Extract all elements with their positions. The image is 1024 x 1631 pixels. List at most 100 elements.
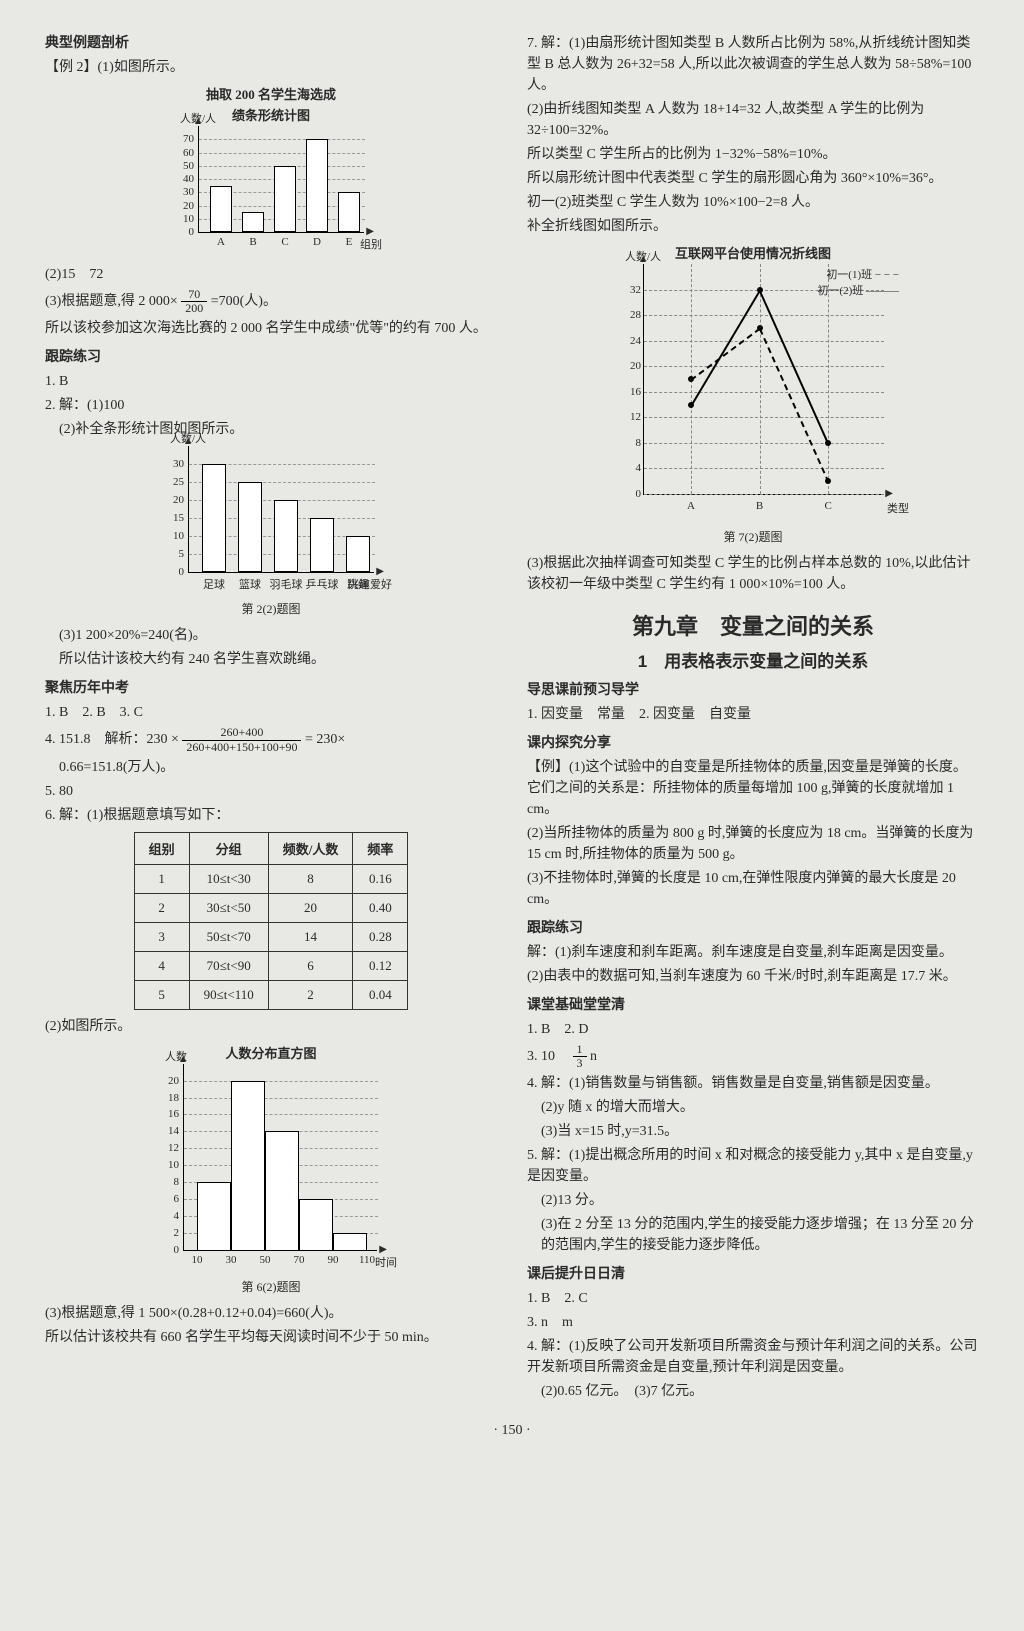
exam-123: 1. B 2. B 3. C xyxy=(45,702,497,723)
page-number: · 150 · xyxy=(45,1423,979,1439)
explore-3: (3)不挂物体时,弹簧的长度是 10 cm,在弹性限度内弹簧的最大长度是 20 … xyxy=(527,868,979,910)
hist-title: 人数分布直方图 xyxy=(45,1043,497,1062)
practice2-2: (2)由表中的数据可知,当刹车速度为 60 千米/时时,刹车距离是 17.7 米… xyxy=(527,966,979,987)
table-row: 470≤t<9060.12 xyxy=(134,951,408,980)
heading-analysis: 典型例题剖析 xyxy=(45,33,497,54)
table-cell: 0.28 xyxy=(353,922,408,951)
table-cell: 0.40 xyxy=(353,893,408,922)
heading-exams: 聚焦历年中考 xyxy=(45,678,497,699)
chart1-title-line2: 绩条形统计图 xyxy=(45,105,497,124)
histogram-container: 人数分布直方图 人数时间0246810121416182010305070901… xyxy=(45,1043,497,1295)
histogram: 人数时间024681012141618201030507090110 xyxy=(151,1064,391,1274)
chart1: 人数/人组别010203040506070ABCDE xyxy=(166,126,376,256)
heading-practice2: 跟踪练习 xyxy=(527,918,979,939)
practice-2-2: (2)补全条形统计图如图所示。 xyxy=(45,419,497,440)
table-cell: 14 xyxy=(268,922,353,951)
q7-2d: 初一(2)班类型 C 学生人数为 10%×100−2=8 人。 xyxy=(527,192,979,213)
subchapter-heading: 1 用表格表示变量之间的关系 xyxy=(527,647,979,672)
table-cell: 2 xyxy=(134,893,189,922)
practice-2-3b: 所以估计该校大约有 240 名学生喜欢跳绳。 xyxy=(45,649,497,670)
conclusion-1: 所以该校参加这次海选比赛的 2 000 名学生中成绩"优等"的约有 700 人。 xyxy=(45,318,497,339)
chart2-container: 人数/人兴趣爱好051015202530足球篮球羽毛球乒乓球跳绳 第 2(2)题… xyxy=(45,446,497,617)
table-row: 230≤t<50200.40 xyxy=(134,893,408,922)
hw-12: 1. B 2. C xyxy=(527,1288,979,1309)
class-5-1: 5. 解：(1)提出概念所用的时间 x 和对概念的接受能力 y,其中 x 是自变… xyxy=(527,1145,979,1187)
two-column-layout: 典型例题剖析 【例 2】(1)如图所示。 抽取 200 名学生海选成 绩条形统计… xyxy=(45,30,979,1405)
class-4-1: 4. 解：(1)销售数量与销售额。销售数量是自变量,销售额是因变量。 xyxy=(527,1073,979,1094)
q7-2b: 所以类型 C 学生所占的比例为 1−32%−58%=10%。 xyxy=(527,144,979,165)
linechart-caption: 第 7(2)题图 xyxy=(527,528,979,545)
practice2-1: 解：(1)刹车速度和刹车距离。刹车速度是自变量,刹车距离是因变量。 xyxy=(527,942,979,963)
answer-3: (3)根据题意,得 2 000× 70 200 =700(人)。 xyxy=(45,288,497,315)
q7-2: (2)由折线图知类型 A 人数为 18+14=32 人,故类型 A 学生的比例为… xyxy=(527,99,979,141)
table-row: 350≤t<70140.28 xyxy=(134,922,408,951)
exam-4b: = 230× xyxy=(305,732,345,747)
class-3-den: 3 xyxy=(573,1057,587,1070)
right-column: 7. 解：(1)由扇形统计图知类型 B 人数所占比例为 58%,从折线统计图知类… xyxy=(527,30,979,1405)
table-cell: 0.16 xyxy=(353,864,408,893)
class-4-3: (3)当 x=15 时,y=31.5。 xyxy=(527,1121,979,1142)
exam-4-num: 260+400 xyxy=(182,726,301,740)
answer-3-frac: 70 200 xyxy=(181,288,207,315)
heading-preview: 导思课前预习导学 xyxy=(527,680,979,701)
heading-explore: 课内探究分享 xyxy=(527,733,979,754)
exam-4-den: 260+400+150+100+90 xyxy=(182,741,301,754)
heading-homework: 课后提升日日清 xyxy=(527,1264,979,1285)
class-5-2: (2)13 分。 xyxy=(527,1190,979,1211)
exam-5: 5. 80 xyxy=(45,781,497,802)
hist-caption: 第 6(2)题图 xyxy=(45,1278,497,1295)
table-cell: 20 xyxy=(268,893,353,922)
table-cell: 0.12 xyxy=(353,951,408,980)
table-row: 590≤t<11020.04 xyxy=(134,980,408,1009)
answer-3b: =700(人)。 xyxy=(211,294,277,309)
chapter-heading: 第九章 变量之间的关系 xyxy=(527,609,979,641)
practice-2-3: (3)1 200×20%=240(名)。 xyxy=(45,625,497,646)
chart1-title-line1: 抽取 200 名学生海选成 xyxy=(45,84,497,103)
table-cell: 0.04 xyxy=(353,980,408,1009)
table-cell: 70≤t<90 xyxy=(189,951,268,980)
table-cell: 2 xyxy=(268,980,353,1009)
exam-6-2: (2)如图所示。 xyxy=(45,1016,497,1037)
table-header: 频率 xyxy=(353,832,408,864)
answer-3a: (3)根据题意,得 2 000× xyxy=(45,294,178,309)
explore-1: 【例】(1)这个试验中的自变量是所挂物体的质量,因变量是弹簧的长度。它们之间的关… xyxy=(527,757,979,820)
table-cell: 50≤t<70 xyxy=(189,922,268,951)
table-cell: 3 xyxy=(134,922,189,951)
linechart: 人数/人类型048121620242832ABC初一(1)班 − − −初一(2… xyxy=(603,264,903,524)
hw-4-1: 4. 解：(1)反映了公司开发新项目所需资金与预计年利润之间的关系。公司开发新项… xyxy=(527,1336,979,1378)
exam-4: 4. 151.8 解析：230 × 260+400 260+400+150+10… xyxy=(45,726,497,753)
example2-intro: 【例 2】(1)如图所示。 xyxy=(45,57,497,78)
table-cell: 5 xyxy=(134,980,189,1009)
class-4-2: (2)y 随 x 的增大而增大。 xyxy=(527,1097,979,1118)
exam-6-1: 6. 解：(1)根据题意填写如下： xyxy=(45,805,497,826)
table-row: 110≤t<3080.16 xyxy=(134,864,408,893)
linechart-title: 互联网平台使用情况折线图 xyxy=(527,243,979,262)
chart1-container: 抽取 200 名学生海选成 绩条形统计图 人数/人组别0102030405060… xyxy=(45,84,497,256)
exam-4c: 0.66=151.8(万人)。 xyxy=(45,757,497,778)
exam-6-3: (3)根据题意,得 1 500×(0.28+0.12+0.04)=660(人)。 xyxy=(45,1303,497,1324)
table-cell: 10≤t<30 xyxy=(189,864,268,893)
heading-class: 课堂基础堂堂清 xyxy=(527,995,979,1016)
frac-den: 200 xyxy=(181,302,207,315)
table-body: 110≤t<3080.16230≤t<50200.40350≤t<70140.2… xyxy=(134,864,408,1009)
class-3: 3. 10 1 3 n xyxy=(527,1043,979,1070)
exam-4-frac: 260+400 260+400+150+100+90 xyxy=(182,726,301,753)
exam-4a: 4. 151.8 解析：230 × xyxy=(45,732,179,747)
table-header: 分组 xyxy=(189,832,268,864)
heading-practice: 跟踪练习 xyxy=(45,347,497,368)
class-3-frac: 1 3 xyxy=(573,1043,587,1070)
class-5-3: (3)在 2 分至 13 分的范围内,学生的接受能力逐步增强；在 13 分至 2… xyxy=(527,1214,979,1256)
table-header: 组别 xyxy=(134,832,189,864)
class-12: 1. B 2. D xyxy=(527,1019,979,1040)
answer-2: (2)15 72 xyxy=(45,264,497,285)
table-cell: 8 xyxy=(268,864,353,893)
hw-3: 3. n m xyxy=(527,1312,979,1333)
class-3b: n xyxy=(590,1049,597,1064)
frequency-table: 组别分组频数/人数频率 110≤t<3080.16230≤t<50200.403… xyxy=(134,832,409,1010)
linechart-container: 互联网平台使用情况折线图 人数/人类型048121620242832ABC初一(… xyxy=(527,243,979,545)
table-header: 频数/人数 xyxy=(268,832,353,864)
preview-1: 1. 因变量 常量 2. 因变量 自变量 xyxy=(527,704,979,725)
exam-6-3b: 所以估计该校共有 660 名学生平均每天阅读时间不少于 50 min。 xyxy=(45,1327,497,1348)
practice-2-1: 2. 解：(1)100 xyxy=(45,395,497,416)
table-cell: 6 xyxy=(268,951,353,980)
